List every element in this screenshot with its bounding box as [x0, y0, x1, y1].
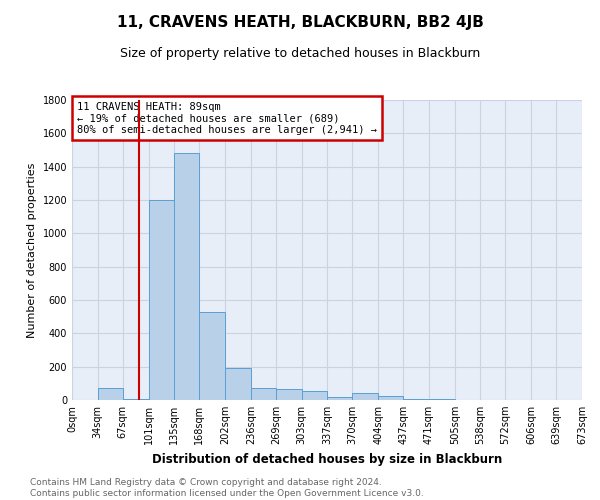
- Bar: [328, 396, 352, 400]
- Bar: [98, 388, 123, 400]
- Bar: [378, 396, 403, 400]
- Bar: [302, 391, 328, 400]
- Bar: [123, 399, 149, 400]
- Bar: [149, 200, 175, 400]
- Bar: [276, 389, 302, 400]
- Text: Size of property relative to detached houses in Blackburn: Size of property relative to detached ho…: [120, 48, 480, 60]
- Bar: [429, 399, 455, 400]
- X-axis label: Distribution of detached houses by size in Blackburn: Distribution of detached houses by size …: [152, 452, 502, 466]
- Bar: [251, 388, 276, 400]
- Bar: [199, 312, 225, 400]
- Bar: [403, 399, 429, 400]
- Y-axis label: Number of detached properties: Number of detached properties: [27, 162, 37, 338]
- Bar: [352, 394, 378, 400]
- Text: 11, CRAVENS HEATH, BLACKBURN, BB2 4JB: 11, CRAVENS HEATH, BLACKBURN, BB2 4JB: [116, 15, 484, 30]
- Text: 11 CRAVENS HEATH: 89sqm
← 19% of detached houses are smaller (689)
80% of semi-d: 11 CRAVENS HEATH: 89sqm ← 19% of detache…: [77, 102, 377, 134]
- Bar: [175, 154, 199, 400]
- Text: Contains HM Land Registry data © Crown copyright and database right 2024.
Contai: Contains HM Land Registry data © Crown c…: [30, 478, 424, 498]
- Bar: [225, 368, 251, 400]
